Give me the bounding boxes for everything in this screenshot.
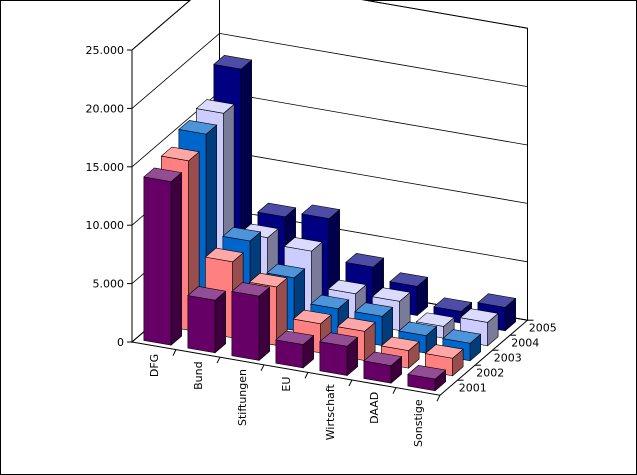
bar-top xyxy=(275,330,315,345)
bar-top xyxy=(433,297,473,312)
bar-top xyxy=(363,351,403,366)
bar-top xyxy=(283,237,323,252)
y-tick-label: 20.000 xyxy=(86,102,125,115)
bar-top xyxy=(354,302,394,317)
grid-line xyxy=(131,32,528,109)
bar-top xyxy=(248,272,288,288)
bar-top xyxy=(187,286,227,301)
y-tick-label: 10.000 xyxy=(86,219,125,232)
series-label: 2001 xyxy=(459,382,487,395)
x-tick xyxy=(392,387,397,394)
y-tick-label: 15.000 xyxy=(86,161,125,174)
series-label: 2004 xyxy=(511,337,539,350)
bar-top xyxy=(231,282,271,297)
bar-front xyxy=(231,291,260,361)
bar-top xyxy=(213,55,253,70)
bar xyxy=(442,329,482,362)
bar-top xyxy=(380,336,420,351)
bar-top xyxy=(415,312,455,327)
bar-top xyxy=(398,321,438,336)
bar-top xyxy=(336,317,376,332)
y-tick-label: 25.000 xyxy=(86,44,125,57)
y-tick-label: 0 xyxy=(117,336,124,349)
bar xyxy=(319,332,359,377)
grid-line xyxy=(131,0,528,51)
x-tick xyxy=(172,349,177,356)
x-tick xyxy=(436,394,441,402)
bar-top xyxy=(442,329,482,344)
bar xyxy=(187,286,227,354)
x-tick xyxy=(304,372,309,379)
bar-top xyxy=(143,167,183,182)
x-tick-label: DFG xyxy=(148,354,161,377)
x-tick-label: Bund xyxy=(192,361,205,389)
bar-top xyxy=(160,146,200,162)
bar-front xyxy=(143,176,172,346)
series-label: 2002 xyxy=(476,367,504,380)
y-tick-label: 5.000 xyxy=(93,278,125,291)
x-tick-label: EU xyxy=(280,377,293,392)
series-label: 2003 xyxy=(494,352,522,365)
bar-side xyxy=(170,171,182,346)
bar-top xyxy=(195,99,235,114)
bar xyxy=(143,167,183,346)
bar-top xyxy=(204,247,244,263)
bar-top xyxy=(459,308,499,323)
bar-top xyxy=(178,120,218,135)
bar-top xyxy=(310,294,350,310)
bar-top xyxy=(371,287,411,302)
x-tick xyxy=(348,379,353,387)
x-tick xyxy=(216,356,221,364)
bar xyxy=(231,282,271,362)
bar-top xyxy=(424,344,464,359)
bar-top xyxy=(257,202,297,218)
bar-top xyxy=(222,226,262,242)
x-tick-label: Wirtschaft xyxy=(324,384,337,441)
bar-front xyxy=(187,295,216,354)
bar-front xyxy=(319,341,348,376)
bar-top xyxy=(266,263,306,279)
x-tick-label: DAAD xyxy=(368,392,381,424)
series-label: 2005 xyxy=(529,322,557,335)
bar xyxy=(363,351,403,384)
bar-top xyxy=(327,279,367,295)
bar-top xyxy=(477,293,517,308)
bar-side xyxy=(214,290,226,354)
x-tick-label: Stiftungen xyxy=(236,369,249,426)
bar xyxy=(275,330,315,369)
bar-side xyxy=(258,286,270,362)
bar-top xyxy=(389,272,429,287)
bar-top xyxy=(292,309,332,325)
bar-top xyxy=(301,204,341,219)
bar xyxy=(407,365,447,392)
bar-top xyxy=(345,253,385,268)
bar-top xyxy=(407,365,447,380)
x-tick xyxy=(260,364,265,372)
bar-top xyxy=(319,332,359,347)
x-tick-label: Sonstige xyxy=(412,399,425,447)
